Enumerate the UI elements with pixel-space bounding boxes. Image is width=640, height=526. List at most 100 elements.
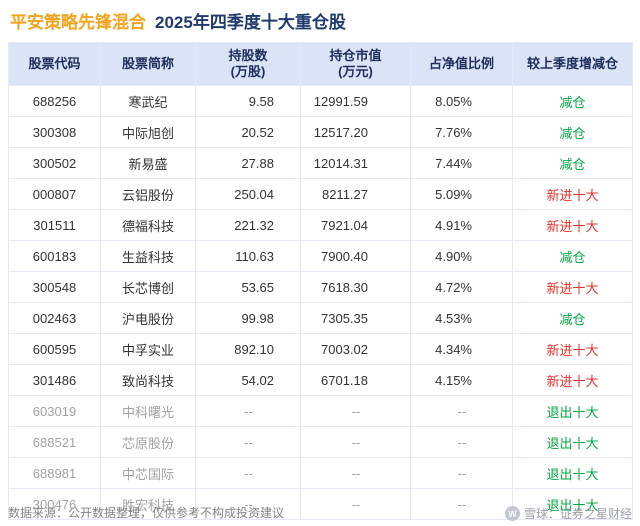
shares-cell: 53.65 bbox=[195, 271, 301, 303]
market-value-cell: 7921.04 bbox=[300, 209, 411, 241]
table-row: 600595 中孚实业 892.10 7003.02 4.34% 新进十大 bbox=[8, 333, 633, 365]
stock-code-cell: 301511 bbox=[8, 209, 101, 241]
stock-name-cell: 中科曙光 bbox=[100, 395, 196, 427]
stock-code-cell: 600595 bbox=[8, 333, 101, 365]
position-change-cell: 新进十大 bbox=[512, 178, 633, 210]
stock-code-cell: 301486 bbox=[8, 364, 101, 396]
header-market-value-line2: (万元) bbox=[338, 64, 373, 79]
net-ratio-cell: 7.76% bbox=[410, 116, 513, 148]
table-row: 603019 中科曙光 -- -- -- 退出十大 bbox=[8, 395, 633, 427]
shares-cell: 20.52 bbox=[195, 116, 301, 148]
header-net-ratio: 占净值比例 bbox=[410, 42, 513, 86]
stock-code-cell: 688981 bbox=[8, 457, 101, 489]
table-row: 688521 芯原股份 -- -- -- 退出十大 bbox=[8, 426, 633, 458]
header-market-value: 持仓市值 (万元) bbox=[300, 42, 411, 86]
stock-code-cell: 000807 bbox=[8, 178, 101, 210]
shares-cell: 250.04 bbox=[195, 178, 301, 210]
table-header-row: 股票代码 股票简称 持股数 (万股) 持仓市值 (万元) 占净值比例 较上季度增… bbox=[8, 42, 633, 86]
header-position-change: 较上季度增减仓 bbox=[512, 42, 633, 86]
table-row: 301486 致尚科技 54.02 6701.18 4.15% 新进十大 bbox=[8, 364, 633, 396]
page-title: 平安策略先锋混合 2025年四季度十大重仓股 bbox=[10, 8, 346, 33]
stock-code-cell: 603019 bbox=[8, 395, 101, 427]
position-change-cell: 退出十大 bbox=[512, 457, 633, 489]
market-value-cell: -- bbox=[300, 457, 411, 489]
xueqiu-logo-icon: W bbox=[504, 506, 520, 521]
header-shares: 持股数 (万股) bbox=[195, 42, 301, 86]
net-ratio-cell: 7.44% bbox=[410, 147, 513, 179]
position-change-cell: 减仓 bbox=[512, 116, 633, 148]
stock-code-cell: 300548 bbox=[8, 271, 101, 303]
market-value-cell: -- bbox=[300, 426, 411, 458]
market-value-cell: 7618.30 bbox=[300, 271, 411, 303]
header-shares-line2: (万股) bbox=[230, 64, 266, 79]
holdings-table: 股票代码 股票简称 持股数 (万股) 持仓市值 (万元) 占净值比例 较上季度增… bbox=[8, 42, 633, 520]
header-stock-name: 股票简称 bbox=[100, 42, 196, 86]
net-ratio-cell: 4.34% bbox=[410, 333, 513, 365]
fund-name: 平安策略先锋混合 bbox=[10, 13, 146, 32]
stock-name-cell: 生益科技 bbox=[100, 240, 196, 272]
stock-code-cell: 688521 bbox=[8, 426, 101, 458]
shares-cell: -- bbox=[195, 488, 301, 520]
report-subtitle: 2025年四季度十大重仓股 bbox=[155, 13, 346, 32]
position-change-cell: 新进十大 bbox=[512, 364, 633, 396]
stock-name-cell: 德福科技 bbox=[100, 209, 196, 241]
header-shares-line1: 持股数 bbox=[228, 47, 268, 63]
net-ratio-cell: 4.53% bbox=[410, 302, 513, 334]
stock-code-cell: 600183 bbox=[8, 240, 101, 272]
table-row: 301511 德福科技 221.32 7921.04 4.91% 新进十大 bbox=[8, 209, 633, 241]
position-change-cell: 新进十大 bbox=[512, 209, 633, 241]
stock-name-cell: 中孚实业 bbox=[100, 333, 196, 365]
brand-footer: W 雪球：证券之星财经 bbox=[504, 505, 632, 522]
header-stock-code: 股票代码 bbox=[8, 42, 101, 86]
shares-cell: 892.10 bbox=[195, 333, 301, 365]
market-value-cell: 12517.20 bbox=[300, 116, 411, 148]
stock-name-cell: 长芯博创 bbox=[100, 271, 196, 303]
stock-name-cell: 致尚科技 bbox=[100, 364, 196, 396]
position-change-cell: 新进十大 bbox=[512, 333, 633, 365]
market-value-cell: -- bbox=[300, 395, 411, 427]
position-change-cell: 减仓 bbox=[512, 147, 633, 179]
shares-cell: 221.32 bbox=[195, 209, 301, 241]
market-value-cell: -- bbox=[300, 488, 411, 520]
table-row: 688256 寒武纪 9.58 12991.59 8.05% 减仓 bbox=[8, 85, 633, 117]
shares-cell: 99.98 bbox=[195, 302, 301, 334]
shares-cell: 110.63 bbox=[195, 240, 301, 272]
brand-text: 雪球：证券之星财经 bbox=[523, 507, 632, 521]
net-ratio-cell: 4.91% bbox=[410, 209, 513, 241]
net-ratio-cell: 4.72% bbox=[410, 271, 513, 303]
table-row: 300308 中际旭创 20.52 12517.20 7.76% 减仓 bbox=[8, 116, 633, 148]
stock-code-cell: 002463 bbox=[8, 302, 101, 334]
stock-name-cell: 中芯国际 bbox=[100, 457, 196, 489]
market-value-cell: 6701.18 bbox=[300, 364, 411, 396]
stock-code-cell: 300502 bbox=[8, 147, 101, 179]
market-value-cell: 7305.35 bbox=[300, 302, 411, 334]
market-value-cell: 8211.27 bbox=[300, 178, 411, 210]
net-ratio-cell: 8.05% bbox=[410, 85, 513, 117]
net-ratio-cell: 4.90% bbox=[410, 240, 513, 272]
stock-name-cell: 沪电股份 bbox=[100, 302, 196, 334]
table-row: 688981 中芯国际 -- -- -- 退出十大 bbox=[8, 457, 633, 489]
market-value-cell: 7900.40 bbox=[300, 240, 411, 272]
shares-cell: 27.88 bbox=[195, 147, 301, 179]
position-change-cell: 退出十大 bbox=[512, 488, 633, 520]
net-ratio-cell: -- bbox=[410, 395, 513, 427]
stock-name-cell: 寒武纪 bbox=[100, 85, 196, 117]
table-row: 002463 沪电股份 99.98 7305.35 4.53% 减仓 bbox=[8, 302, 633, 334]
stock-name-cell: 芯原股份 bbox=[100, 426, 196, 458]
stock-code-cell: 300308 bbox=[8, 116, 101, 148]
market-value-cell: 12991.59 bbox=[300, 85, 411, 117]
net-ratio-cell: 4.15% bbox=[410, 364, 513, 396]
shares-cell: -- bbox=[195, 426, 301, 458]
position-change-cell: 减仓 bbox=[512, 302, 633, 334]
position-change-cell: 退出十大 bbox=[512, 426, 633, 458]
table-row: 000807 云铝股份 250.04 8211.27 5.09% 新进十大 bbox=[8, 178, 633, 210]
table-row: 600183 生益科技 110.63 7900.40 4.90% 减仓 bbox=[8, 240, 633, 272]
table-row: 300548 长芯博创 53.65 7618.30 4.72% 新进十大 bbox=[8, 271, 633, 303]
shares-cell: -- bbox=[195, 395, 301, 427]
stock-name-cell: 中际旭创 bbox=[100, 116, 196, 148]
stock-name-cell: 云铝股份 bbox=[100, 178, 196, 210]
shares-cell: 9.58 bbox=[195, 85, 301, 117]
table-row: 300476 胜宏科技 -- -- -- 退出十大 bbox=[8, 488, 633, 520]
data-source-note: 数据来源：公开数据整理，仅供参考不构成投资建议 bbox=[8, 506, 285, 520]
